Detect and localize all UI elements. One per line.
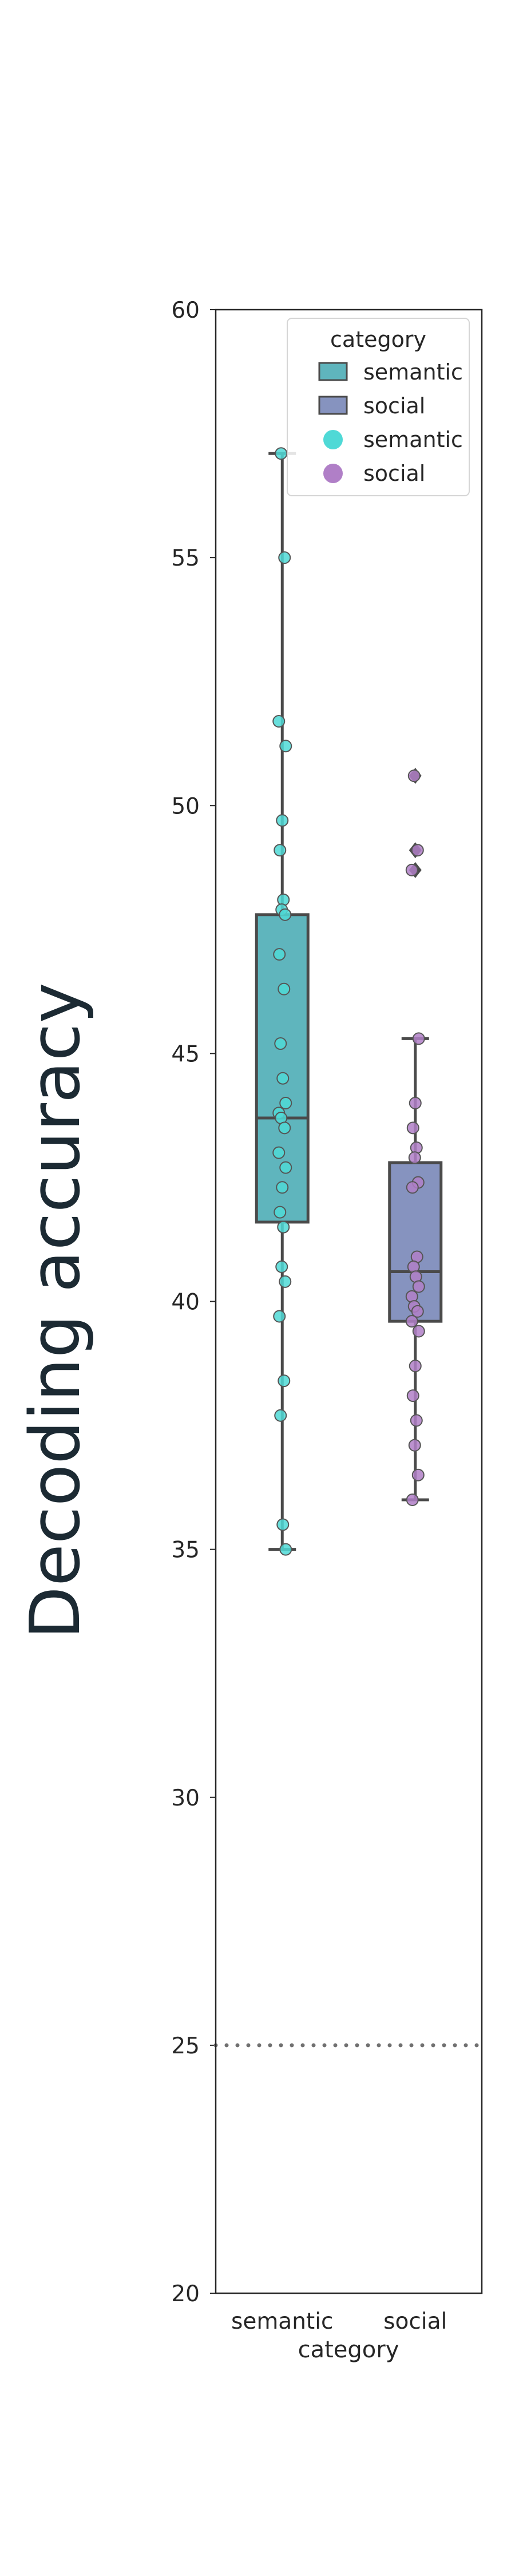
data-point-semantic [273,948,286,961]
y-tick-label: 45 [171,1041,200,1067]
data-point-semantic [273,1310,286,1323]
legend-label: social [363,393,425,418]
data-point-semantic [278,982,291,995]
data-point-semantic [275,447,288,460]
plot-area: 20 25 30 35 40 45 50 55 60 semantic social [171,298,484,2334]
data-point-social [405,1315,418,1328]
data-point-social [411,844,424,857]
data-point-social [412,1032,425,1045]
legend-swatch [318,362,348,381]
legend-marker [323,464,343,483]
data-point-semantic [279,1161,292,1174]
data-point-social [409,1097,422,1109]
x-axis-label: category [298,2337,399,2363]
y-tick-label: 35 [171,1538,200,1563]
data-point-social [411,1468,425,1481]
data-point-social [405,863,418,876]
data-point-social [408,1151,421,1164]
box-semantic [255,913,310,1224]
y-tick-label: 50 [171,793,200,819]
data-point-social [411,1305,424,1318]
data-point-semantic [276,1072,290,1085]
data-point-semantic [279,1097,292,1109]
y-tick-label: 55 [171,546,200,571]
data-point-social [410,1414,423,1427]
x-tick-label: social [383,2309,447,2334]
y-tick-label: 40 [171,1290,200,1315]
data-point-social [406,1389,419,1402]
x-tick-label: semantic [231,2309,334,2334]
data-point-social [412,1280,425,1293]
data-point-semantic [277,1220,290,1234]
data-point-social [406,1494,419,1506]
data-point-semantic [275,1260,288,1273]
data-point-semantic [276,1518,290,1531]
data-point-semantic [279,908,292,921]
data-point-semantic [279,740,292,753]
y-tick-label: 20 [171,2281,200,2307]
data-point-semantic [274,1409,287,1422]
data-point-semantic [279,1543,292,1556]
axes-frame [215,309,483,2294]
legend-label: social [363,461,425,486]
legend-marker [323,430,343,449]
y-tick-label: 30 [171,1785,200,1811]
data-point-semantic [274,1206,287,1219]
data-point-semantic [278,1374,291,1388]
data-point-semantic [278,1121,291,1135]
y-tick-label: 25 [171,2033,200,2059]
data-point-social [412,1325,425,1338]
y-axis-label: Decoding accuracy [16,983,96,1639]
data-point-semantic [274,1037,287,1050]
legend-title: category [330,327,426,352]
data-point-semantic [274,844,287,857]
legend: category semantic social semantic social [287,318,470,496]
data-point-semantic [272,1146,286,1159]
data-point-semantic [276,814,289,827]
legend-swatch [318,396,348,415]
data-point-semantic [276,1181,289,1194]
data-point-semantic [279,1275,292,1288]
data-point-semantic [278,551,291,564]
data-point-social [407,769,421,783]
data-point-social [406,1121,419,1135]
data-point-semantic [272,714,286,728]
data-point-social [406,1181,419,1194]
data-point-social [408,1439,421,1452]
y-tick-label: 60 [171,298,200,323]
legend-label: semantic [363,427,463,452]
data-point-social [409,1360,422,1373]
legend-label: semantic [363,359,463,385]
